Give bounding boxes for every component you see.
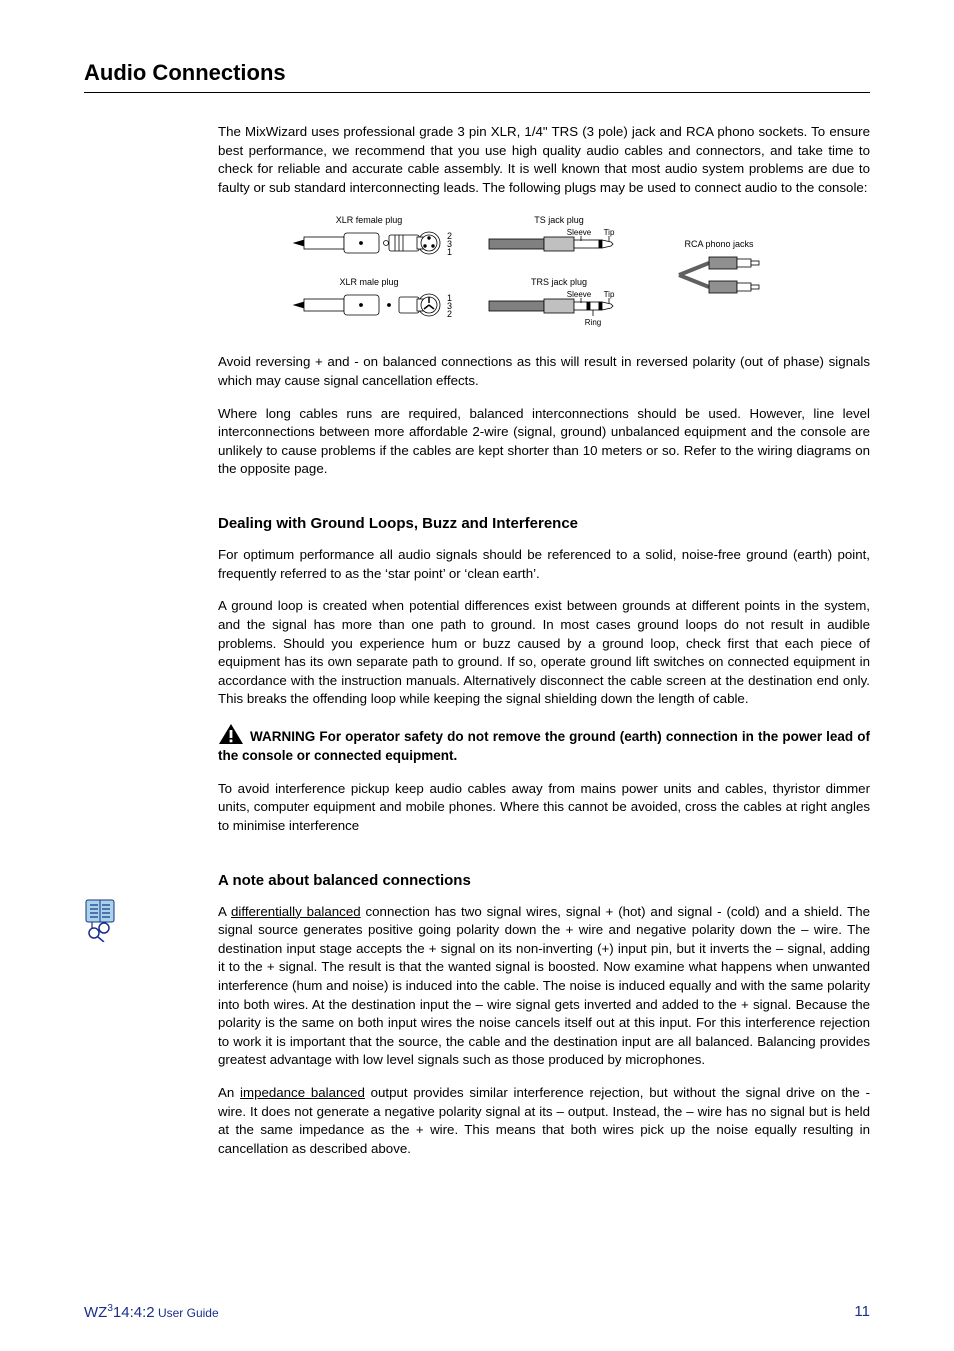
interference-paragraph: To avoid interference pickup keep audio …: [218, 780, 870, 836]
optimum-paragraph: For optimum performance all audio signal…: [218, 546, 870, 583]
label-rca: RCA phono jacks: [684, 239, 754, 249]
subhead-balanced: A note about balanced connections: [218, 872, 870, 889]
label-ts: TS jack plug: [534, 215, 584, 225]
impedance-paragraph: An impedance balanced output provides si…: [218, 1084, 870, 1158]
label-xlr-f: XLR female plug: [336, 215, 403, 225]
footer: WZ314:4:2 User Guide 11: [84, 1303, 870, 1321]
intro-paragraph: The MixWizard uses professional grade 3 …: [218, 123, 870, 197]
subhead-ground-loops: Dealing with Ground Loops, Buzz and Inte…: [218, 515, 870, 532]
book-icon: [84, 898, 118, 942]
ground-loop-paragraph: A ground loop is created when potential …: [218, 597, 870, 709]
svg-text:Sleeve: Sleeve: [567, 228, 592, 237]
svg-text:Sleeve: Sleeve: [567, 290, 592, 299]
connector-diagram: XLR female plug 231: [289, 213, 799, 333]
long-cables-paragraph: Where long cables runs are required, bal…: [218, 405, 870, 479]
warning-label: WARNING: [250, 729, 315, 744]
svg-text:Ring: Ring: [585, 318, 601, 327]
warning-block: WARNING For operator safety do not remov…: [218, 723, 870, 766]
footer-page-number: 11: [854, 1303, 870, 1321]
label-xlr-m: XLR male plug: [339, 277, 398, 287]
svg-text:Tip: Tip: [604, 228, 615, 237]
footer-model: WZ314:4:2 User Guide: [84, 1303, 219, 1321]
svg-text:Tip: Tip: [604, 290, 615, 299]
svg-text:1: 1: [447, 247, 452, 257]
warning-icon: [218, 723, 244, 745]
differential-paragraph: A differentially balanced connection has…: [218, 903, 870, 1070]
warning-text: For operator safety do not remove the gr…: [218, 729, 870, 763]
page-title: Audio Connections: [84, 60, 870, 93]
svg-text:2: 2: [447, 309, 452, 319]
avoid-paragraph: Avoid reversing + and - on balanced conn…: [218, 353, 870, 390]
label-trs: TRS jack plug: [531, 277, 587, 287]
